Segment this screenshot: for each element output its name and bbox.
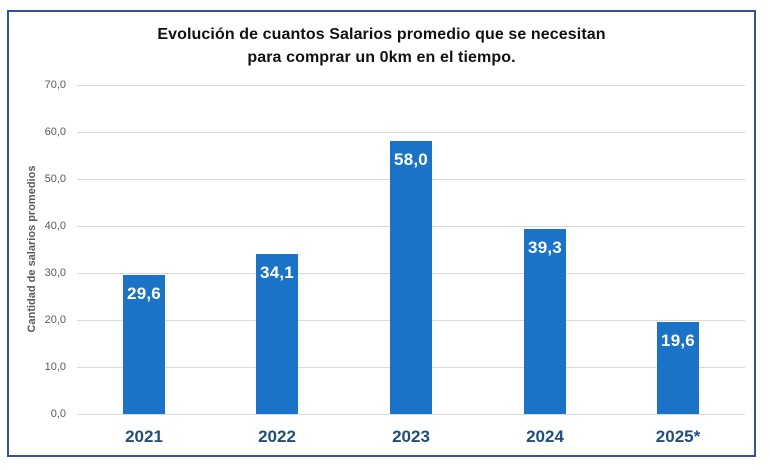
ytick-label-70: 70,0 xyxy=(44,79,66,91)
bar-2021: 29,6 xyxy=(123,275,165,414)
x-category-label-2023: 2023 xyxy=(392,427,430,446)
ytick-label-60: 60,0 xyxy=(44,126,66,138)
x-category-label-2025: 2025* xyxy=(655,427,701,446)
bar-2025: 19,6 xyxy=(657,322,699,414)
ytick-label-50: 50,0 xyxy=(44,173,66,185)
chart-title-line2: para comprar un 0km en el tiempo. xyxy=(247,49,516,66)
gridline-y70 xyxy=(77,85,745,86)
gridline-y60 xyxy=(77,132,745,133)
bar-value-label: 29,6 xyxy=(127,284,161,303)
ytick-label-20: 20,0 xyxy=(44,314,66,326)
bar-2022: 34,1 xyxy=(256,254,298,414)
bar-2024: 39,3 xyxy=(524,229,566,414)
ytick-label-10: 10,0 xyxy=(44,361,66,373)
bar-value-label: 34,1 xyxy=(260,263,294,282)
y-axis-title: Cantidad de salarios promedios xyxy=(26,165,38,333)
chart-title: Evolución de cuantos Salarios promedio q… xyxy=(9,23,754,69)
chart-title-line1: Evolución de cuantos Salarios promedio q… xyxy=(157,26,606,43)
x-category-label-2024: 2024 xyxy=(526,427,564,446)
bar-2023: 58,0 xyxy=(390,141,432,414)
x-category-label-2021: 2021 xyxy=(125,427,163,446)
ytick-label-0: 0,0 xyxy=(50,408,66,420)
ytick-label-40: 40,0 xyxy=(44,220,66,232)
bar-value-label: 19,6 xyxy=(661,331,695,350)
gridline-y0 xyxy=(77,414,745,415)
ytick-label-30: 30,0 xyxy=(44,267,66,279)
chart-frame: Evolución de cuantos Salarios promedio q… xyxy=(7,10,756,457)
bar-value-label: 58,0 xyxy=(394,150,428,169)
bar-value-label: 39,3 xyxy=(528,238,562,257)
x-category-label-2022: 2022 xyxy=(258,427,296,446)
